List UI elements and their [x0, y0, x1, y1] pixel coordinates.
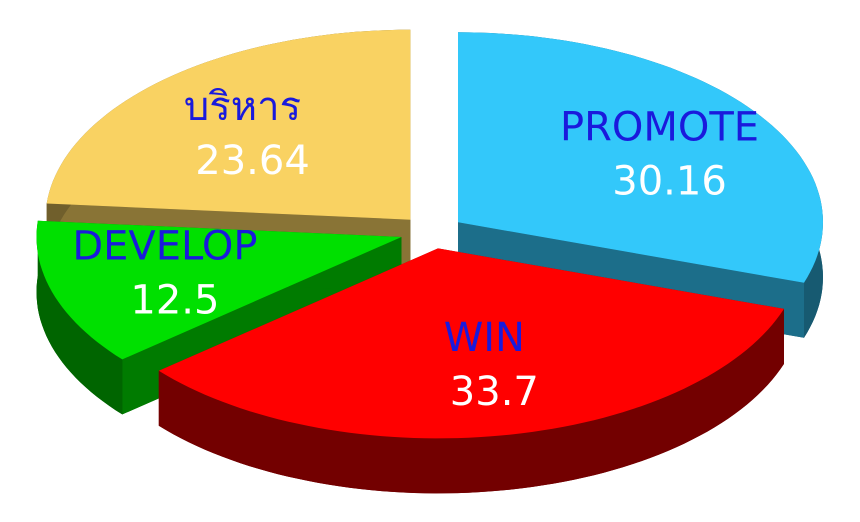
slice-label: บริหาร — [184, 84, 301, 130]
slice — [36, 220, 402, 360]
slice-label: PROMOTE — [560, 105, 759, 151]
slice-label: WIN — [444, 315, 525, 361]
slice — [158, 248, 785, 494]
slice — [46, 29, 411, 220]
value-label: 33.7 — [450, 369, 539, 415]
value-label: 23.64 — [195, 138, 310, 184]
slice-label: DEVELOP — [72, 224, 257, 270]
value-label: 30.16 — [612, 159, 727, 205]
slice — [158, 248, 785, 439]
slice — [458, 32, 823, 283]
slice-side — [158, 308, 785, 494]
value-label: 12.5 — [130, 278, 219, 324]
slice-side — [36, 220, 123, 415]
